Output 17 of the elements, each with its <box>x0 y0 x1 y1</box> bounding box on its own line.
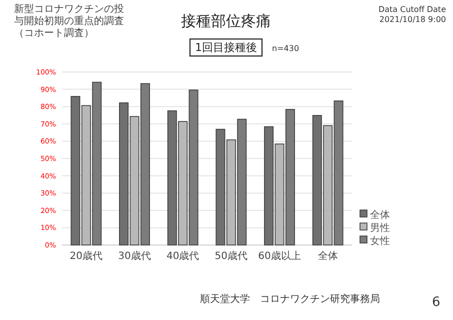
x-tick-label: 50歳代 <box>214 250 248 262</box>
x-tick-label: 30歳代 <box>118 250 151 262</box>
x-tick-label: 40歳代 <box>166 250 200 262</box>
text: 順天堂大学 コロナワクチン研究事務局 <box>200 293 380 305</box>
legend-label: 女性 <box>370 235 390 247</box>
legend-label: 男性 <box>370 222 390 234</box>
text: n=430 <box>272 44 300 53</box>
text: 6 <box>432 295 440 310</box>
text: 新型コロナワクチンの投与開始初期の重点的調査（コホート調査） <box>14 3 124 39</box>
x-tick-label: 60歳以上 <box>258 250 301 262</box>
x-tick-label: 20歳代 <box>70 250 103 262</box>
x-tick-label: 全体 <box>318 250 338 262</box>
chart-title: 接種部位疼痛 <box>181 12 271 30</box>
legend-label: 全体 <box>370 209 390 221</box>
chart-subtitle: 1回目接種後 <box>195 41 257 54</box>
text: 2021/10/18 9:00 <box>379 15 446 24</box>
text: Data Cutoff Date <box>378 5 446 14</box>
